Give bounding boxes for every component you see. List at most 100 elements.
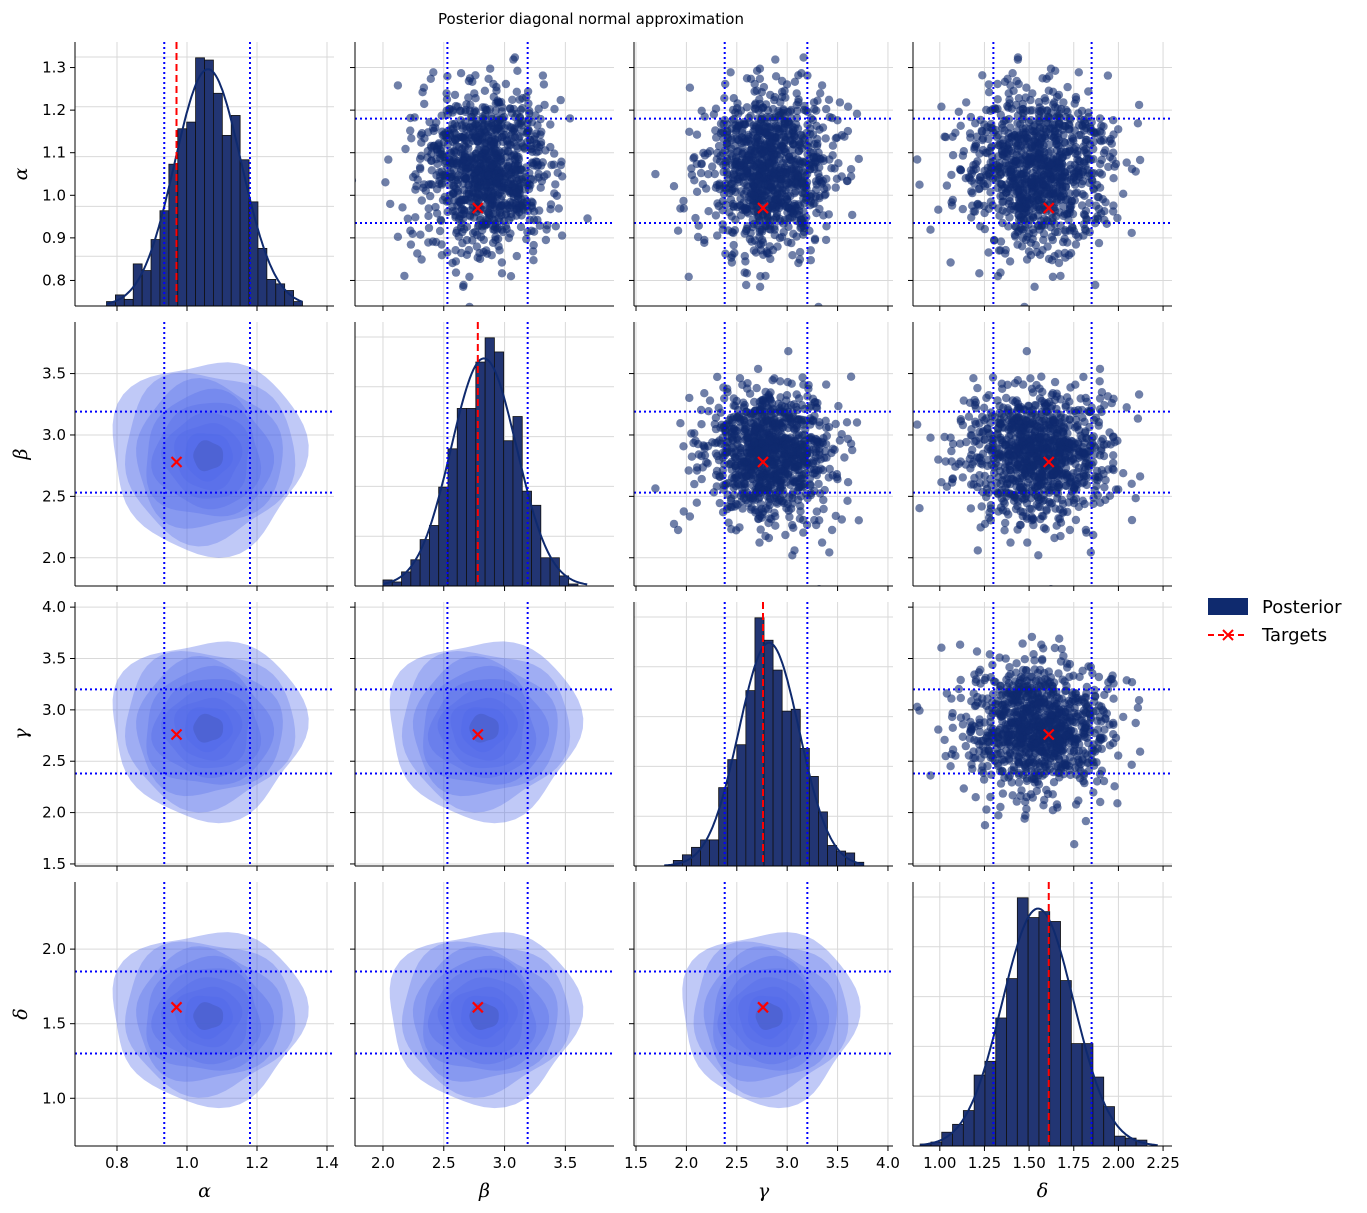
scatter-point <box>772 476 781 485</box>
scatter-point <box>1046 160 1055 169</box>
scatter-point <box>483 208 493 218</box>
scatter-point <box>964 412 974 421</box>
scatter-point <box>480 86 490 96</box>
scatter-point <box>417 255 426 264</box>
histogram-bar <box>177 128 188 306</box>
scatter-point <box>788 251 797 260</box>
scatter-point <box>757 88 766 97</box>
scatter-point <box>948 151 958 160</box>
scatter-point <box>542 225 551 234</box>
scatter-point <box>1019 186 1028 195</box>
scatter-point <box>1090 129 1099 138</box>
scatter-point <box>692 498 701 507</box>
scatter-point <box>821 416 830 425</box>
scatter-point <box>750 100 759 110</box>
scatter-point <box>1101 146 1110 155</box>
scatter-point <box>1031 163 1040 172</box>
scatter-point <box>1097 121 1106 130</box>
scatter-point <box>1127 164 1137 174</box>
scatter-point <box>848 445 857 455</box>
scatter-point <box>487 160 497 170</box>
scatter-point <box>758 103 767 112</box>
scatter-point <box>462 125 471 134</box>
panel-beta-vs-gamma <box>629 322 893 591</box>
scatter-point <box>831 183 840 192</box>
scatter-point <box>1064 124 1074 134</box>
scatter-point <box>1109 451 1118 460</box>
scatter-point <box>1034 110 1044 119</box>
scatter-point <box>494 242 503 251</box>
scatter-point <box>406 226 415 235</box>
scatter-point <box>1080 428 1090 438</box>
scatter-point <box>684 466 693 475</box>
scatter-point <box>766 395 775 405</box>
scatter-point <box>780 86 789 96</box>
scatter-point <box>827 525 837 535</box>
scatter-point <box>797 401 807 410</box>
target-marker <box>757 202 769 214</box>
scatter-point <box>1011 504 1021 514</box>
scatter-point <box>825 112 834 122</box>
scatter-point <box>822 380 831 389</box>
scatter-point <box>1109 116 1118 125</box>
scatter-point <box>739 190 749 199</box>
scatter-point <box>759 121 768 130</box>
scatter-point <box>456 199 465 209</box>
scatter-point <box>712 133 721 142</box>
scatter-point <box>764 518 773 528</box>
scatter-point <box>1089 155 1098 164</box>
scatter-point <box>506 272 516 281</box>
scatter-point <box>687 170 697 180</box>
scatter-point <box>787 504 796 513</box>
scatter-point <box>1097 170 1107 179</box>
scatter-point <box>1050 533 1059 543</box>
scatter-point <box>451 246 460 255</box>
scatter-point <box>798 373 807 382</box>
scatter-point <box>984 248 993 257</box>
scatter-point <box>779 219 788 228</box>
scatter-point <box>1096 159 1105 169</box>
scatter-point <box>709 110 719 119</box>
scatter-point <box>806 481 815 490</box>
scatter-point <box>710 419 719 429</box>
scatter-point <box>742 181 751 190</box>
scatter-point <box>450 148 459 157</box>
panel-beta-vs-delta <box>908 322 1172 591</box>
scatter-point <box>951 128 960 137</box>
kde-curve <box>382 357 588 586</box>
scatter-point <box>715 498 724 508</box>
kde-contour <box>161 412 250 499</box>
scatter-point <box>1039 235 1048 245</box>
scatter-point <box>511 160 520 169</box>
scatter-point <box>1091 280 1100 290</box>
scatter-point <box>1013 53 1023 62</box>
scatter-point <box>799 528 808 537</box>
scatter-point <box>676 419 685 428</box>
scatter-point <box>1046 108 1056 117</box>
scatter-point <box>500 146 509 155</box>
scatter-point <box>692 187 702 196</box>
scatter-point <box>1063 82 1072 92</box>
scatter-point <box>697 160 706 169</box>
scatter-point <box>511 166 521 175</box>
scatter-point <box>472 175 481 185</box>
kde-contour <box>174 423 243 491</box>
scatter-point <box>984 88 994 97</box>
scatter-point <box>781 440 791 450</box>
scatter-point <box>1054 258 1064 268</box>
scatter-point <box>791 160 800 170</box>
scatter-point <box>1043 242 1052 251</box>
scatter-point <box>761 128 771 137</box>
scatter-point <box>460 135 469 144</box>
y-tick-label: 3.5 <box>42 365 66 383</box>
scatter-point <box>976 523 985 532</box>
scatter-point <box>407 134 416 143</box>
scatter-point <box>1135 155 1145 165</box>
scatter-point <box>734 411 744 421</box>
scatter-point <box>758 186 767 195</box>
scatter-point <box>506 229 515 238</box>
scatter-point <box>512 188 521 197</box>
scatter-point <box>788 208 797 218</box>
y-tick-label: 1.1 <box>42 144 66 162</box>
scatter-point <box>1077 179 1086 189</box>
